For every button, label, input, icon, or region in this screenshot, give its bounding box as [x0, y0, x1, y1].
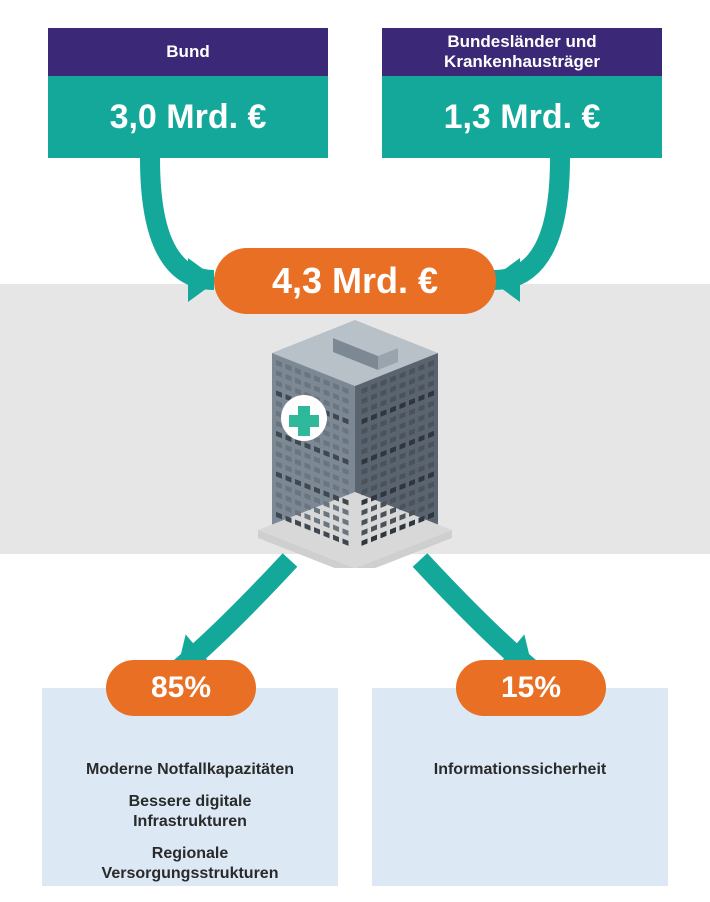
allocation-panel-left: Moderne Notfallkapazitäten Bessere digita… — [42, 688, 338, 886]
allocation-panel-right: Informationssicherheit — [372, 688, 668, 886]
hospital-icon — [238, 308, 472, 568]
allocation-item: Regionale Versorgungsstrukturen — [80, 844, 300, 884]
total-funding-pill: 4,3 Mrd. € — [214, 248, 496, 314]
allocation-item: Moderne Notfallkapazitäten — [80, 760, 300, 780]
source-left-label: Bund — [48, 28, 328, 76]
allocation-item: Bessere digitale Infrastrukturen — [80, 792, 300, 832]
source-right-label: Bundesländer und Krankenhausträger — [382, 28, 662, 76]
allocation-percent-left: 85% — [106, 660, 256, 716]
allocation-item: Informationssicherheit — [410, 760, 630, 780]
allocation-percent-right: 15% — [456, 660, 606, 716]
